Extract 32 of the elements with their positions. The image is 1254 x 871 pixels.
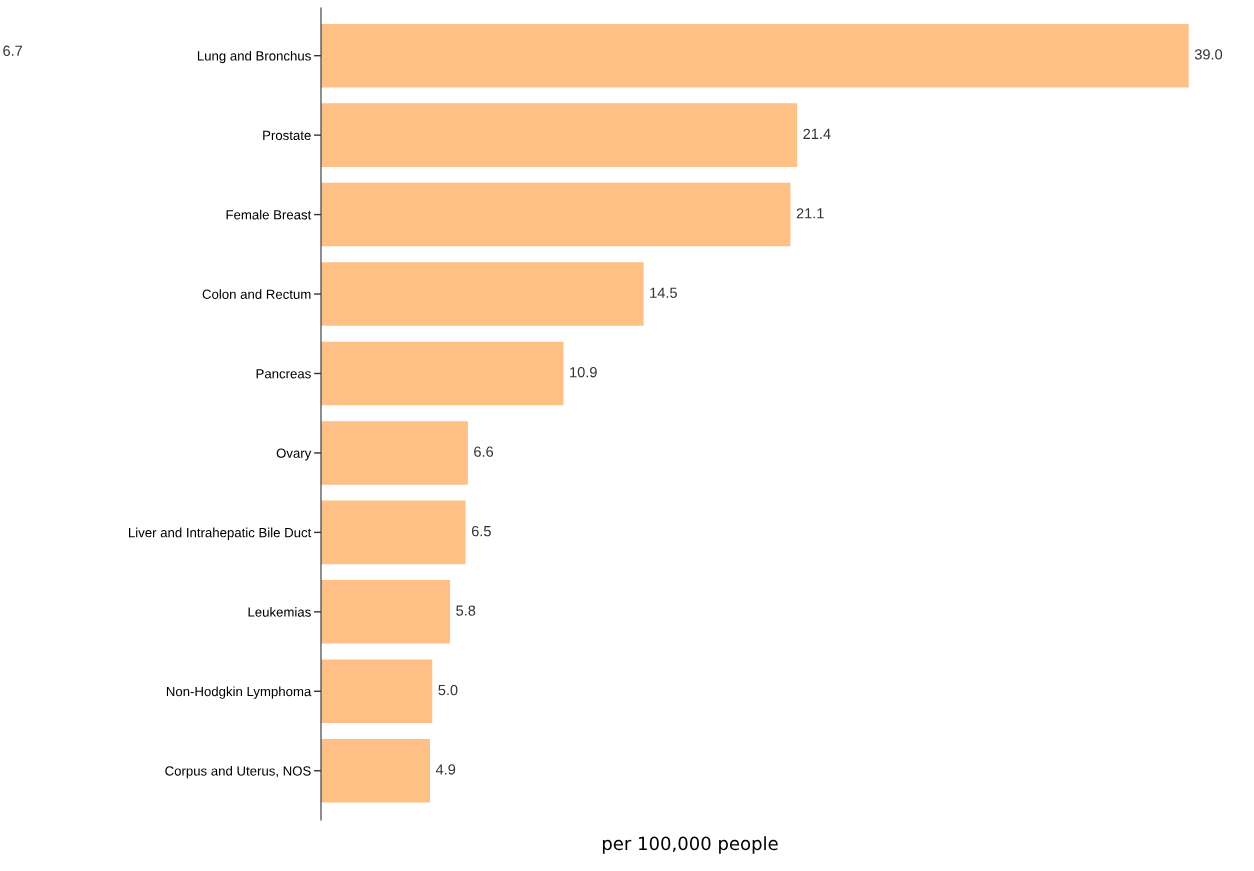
bar	[321, 738, 431, 803]
y-tick-label: Lung and Bronchus	[197, 50, 311, 64]
data-label: 6.5	[471, 525, 491, 537]
y-tick-label: Ovary	[276, 448, 312, 461]
y-tick-label: Prostate	[263, 130, 311, 141]
data-label: 5.8	[456, 605, 476, 616]
data-label: 21.4	[803, 128, 831, 139]
y-tick-label: Pancreas	[256, 369, 311, 379]
data-label: 4.9	[435, 764, 456, 775]
y-tick-label: Non-Hodgkin Lymphoma	[166, 686, 312, 699]
bar	[321, 341, 564, 406]
data-label: 10.9	[570, 367, 597, 378]
text: 6.7	[3, 45, 23, 56]
data-label: 5.0	[438, 684, 458, 696]
y-tick-label: Colon and Rectum	[202, 289, 311, 299]
data-label: 21.1	[796, 208, 824, 219]
bar	[321, 182, 791, 247]
data-label: 39.0	[1194, 49, 1223, 60]
bar	[321, 659, 433, 724]
data-label: 14.5	[650, 287, 677, 298]
data-label: 6.6	[474, 446, 494, 457]
y-tick-label: Leukemias	[248, 607, 311, 617]
bar	[321, 262, 644, 326]
x-axis-title: per 100,000 people	[602, 836, 778, 854]
bar	[321, 421, 468, 485]
bar	[321, 103, 798, 167]
bar	[321, 23, 1189, 88]
bar	[321, 580, 451, 644]
bar	[321, 500, 466, 565]
y-tick-label: Female Breast	[226, 209, 312, 220]
y-tick-label: Corpus and Uterus, NOS	[165, 765, 311, 779]
y-tick-label: Liver and Intrahepatic Bile Duct	[129, 527, 312, 540]
